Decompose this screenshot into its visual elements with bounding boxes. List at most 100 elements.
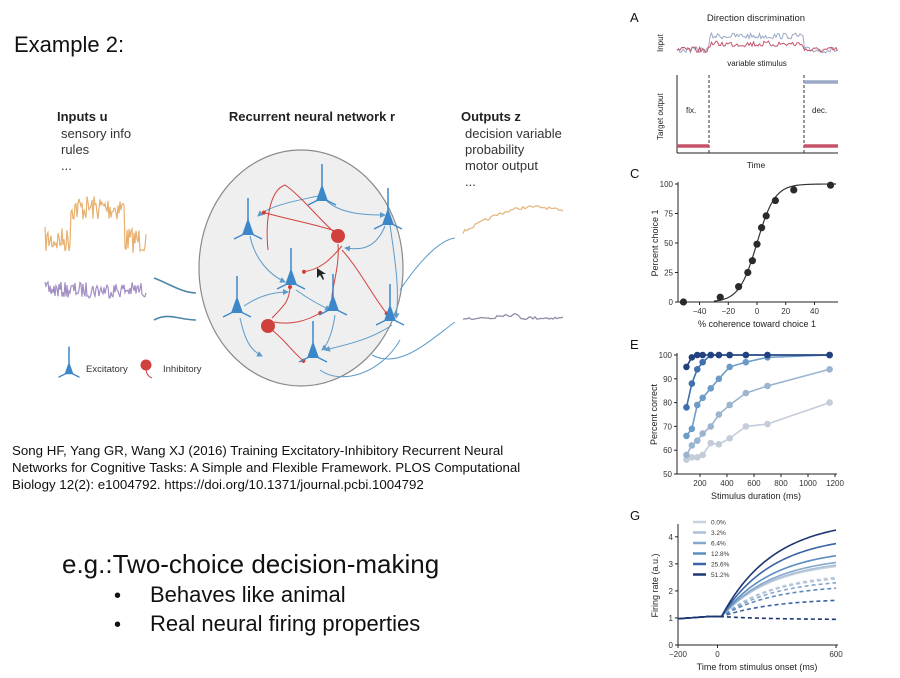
x-tick-label: 200 bbox=[693, 479, 707, 488]
excitatory-neuron bbox=[307, 164, 337, 206]
data-point bbox=[699, 351, 706, 359]
x-axis-label: Stimulus duration (ms) bbox=[711, 491, 801, 501]
x-tick-label: 1000 bbox=[799, 479, 817, 488]
data-point bbox=[764, 351, 771, 359]
excitatory-neuron bbox=[375, 284, 405, 326]
data-point bbox=[744, 268, 752, 277]
soma bbox=[231, 296, 243, 313]
x-tick-label: 600 bbox=[829, 650, 843, 659]
data-point bbox=[699, 430, 706, 437]
dec-label: dec. bbox=[812, 106, 827, 115]
stimulus-label: variable stimulus bbox=[727, 59, 787, 68]
legend-label: 3.2% bbox=[711, 530, 726, 537]
data-point bbox=[742, 358, 750, 366]
y-tick-label: 0 bbox=[669, 641, 674, 650]
y-axis-label: Percent correct bbox=[649, 383, 659, 445]
data-point bbox=[753, 240, 761, 248]
data-point bbox=[707, 423, 715, 430]
x-tick-label: 800 bbox=[774, 479, 788, 488]
soma bbox=[384, 304, 396, 321]
mouse-cursor-icon bbox=[317, 268, 326, 280]
series-line-solid bbox=[677, 529, 837, 620]
basal-dendrite bbox=[298, 356, 310, 363]
data-point bbox=[688, 425, 696, 433]
inhibitory-neuron bbox=[261, 319, 275, 333]
data-point bbox=[726, 351, 733, 359]
data-point bbox=[742, 389, 750, 397]
inputs-item: rules bbox=[61, 142, 90, 157]
basal-dendrite bbox=[373, 223, 385, 230]
y-tick-label: 80 bbox=[663, 399, 672, 408]
chart-e: E 50 60 70 80 90 100 200 400 600 800 1000 1200 Stimul… bbox=[630, 337, 844, 501]
outputs-item: ... bbox=[465, 174, 476, 189]
data-point bbox=[826, 365, 833, 373]
series-line-dashed bbox=[677, 615, 837, 621]
basal-dendrite bbox=[325, 199, 337, 206]
series-line-dashed bbox=[677, 599, 837, 620]
bullet-item: Real neural firing properties bbox=[150, 611, 420, 636]
soma bbox=[382, 208, 394, 225]
data-point bbox=[742, 351, 750, 359]
example-heading: e.g.:Two-choice decision-making bbox=[62, 549, 439, 579]
data-point bbox=[679, 298, 688, 306]
data-point bbox=[683, 451, 690, 459]
outputs-item: decision variable bbox=[465, 126, 562, 141]
x-axis-label: Time bbox=[747, 160, 766, 170]
x-tick-label: 0 bbox=[755, 307, 760, 316]
input-arrow bbox=[153, 277, 197, 294]
data-point bbox=[699, 451, 706, 459]
data-point bbox=[693, 365, 701, 373]
basal-dendrite bbox=[58, 372, 67, 378]
series-line bbox=[685, 368, 830, 456]
y-tick-label: 2 bbox=[669, 587, 674, 596]
data-point bbox=[826, 351, 833, 359]
data-point bbox=[726, 363, 733, 371]
data-point bbox=[683, 432, 690, 440]
x-tick-label: 400 bbox=[720, 479, 734, 488]
soma bbox=[307, 341, 319, 358]
y-tick-label: 50 bbox=[663, 470, 672, 479]
basal-dendrite bbox=[316, 356, 328, 363]
series-line-solid bbox=[677, 564, 837, 620]
input-trace-choice1 bbox=[676, 40, 838, 54]
series-line bbox=[685, 354, 830, 437]
data-point bbox=[688, 354, 696, 361]
excitatory-neuron bbox=[373, 188, 403, 230]
input-arrow bbox=[153, 315, 197, 321]
basal-dendrite bbox=[71, 372, 80, 378]
output-trace-2 bbox=[462, 312, 564, 321]
legend-inhibitory-axon bbox=[145, 369, 153, 379]
outputs-title: Outputs z bbox=[461, 109, 521, 124]
legend-label: 6.4% bbox=[711, 541, 726, 548]
x-tick-label: −40 bbox=[693, 307, 707, 316]
data-point bbox=[748, 257, 757, 265]
panel-label: G bbox=[630, 508, 640, 523]
network-title: Recurrent neural network r bbox=[229, 109, 395, 124]
y-tick-label: 100 bbox=[659, 351, 673, 360]
inhibitory-neuron bbox=[331, 229, 345, 243]
series bbox=[677, 564, 837, 620]
y-axis-label: Firing rate (a.u.) bbox=[650, 553, 660, 617]
soma bbox=[316, 184, 328, 201]
data-point bbox=[726, 401, 733, 409]
inputs-item: sensory info bbox=[61, 126, 131, 141]
network-circle bbox=[198, 149, 404, 387]
basal-dendrite bbox=[393, 319, 405, 326]
outputs-item: motor output bbox=[465, 158, 538, 173]
series-line bbox=[686, 401, 830, 461]
bullet-symbol: • bbox=[114, 585, 121, 607]
target-axis-label: Target output bbox=[656, 93, 665, 140]
fix-label: fix. bbox=[686, 106, 696, 115]
data-point bbox=[826, 181, 835, 189]
output-trace-1 bbox=[462, 205, 564, 234]
data-point bbox=[764, 382, 771, 390]
data-point bbox=[735, 283, 743, 291]
data-point bbox=[716, 293, 724, 301]
input-trace-choice2 bbox=[676, 31, 838, 55]
soma bbox=[327, 294, 339, 311]
series-line-dashed bbox=[677, 587, 837, 620]
y-tick-label: 90 bbox=[663, 375, 672, 384]
citation-line: Biology 12(2): e1004792. https://doi.org… bbox=[12, 477, 424, 492]
data-point bbox=[762, 212, 770, 220]
